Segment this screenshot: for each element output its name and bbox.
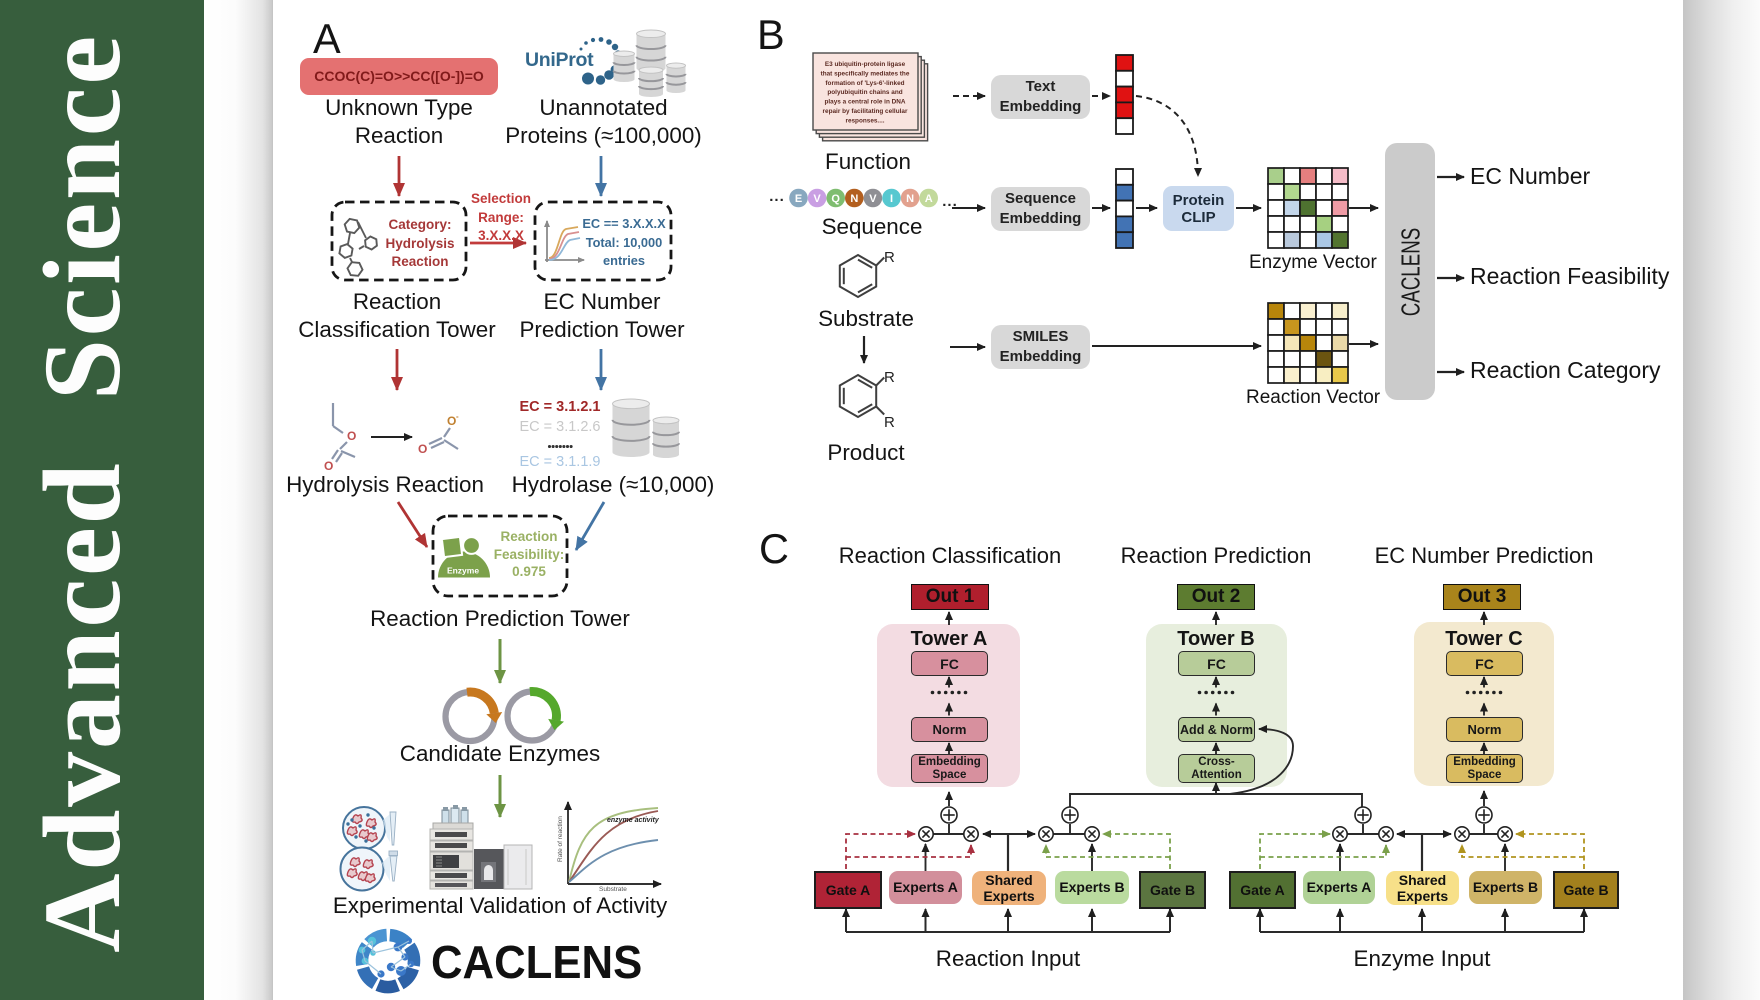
svg-text:O: O bbox=[347, 429, 356, 443]
svg-text:I: I bbox=[890, 193, 893, 205]
svg-text:A: A bbox=[925, 193, 933, 205]
svg-text:Substrate: Substrate bbox=[599, 886, 627, 893]
svg-text:Q: Q bbox=[831, 193, 840, 205]
svg-text:Rate of reaction: Rate of reaction bbox=[557, 816, 564, 862]
svg-text:Enzyme: Enzyme bbox=[447, 566, 479, 576]
svg-text:O: O bbox=[447, 414, 456, 428]
svg-text:formation of 'Lys-6'-linked: formation of 'Lys-6'-linked bbox=[825, 80, 904, 87]
svg-text:V: V bbox=[813, 193, 821, 205]
svg-text:N: N bbox=[850, 193, 858, 205]
svg-text:repair by facilitating cellula: repair by facilitating cellular bbox=[823, 108, 908, 115]
svg-text:enzyme activity: enzyme activity bbox=[607, 817, 660, 824]
svg-text:...: ... bbox=[942, 193, 958, 210]
svg-text:R: R bbox=[884, 414, 895, 431]
svg-text:...: ... bbox=[769, 188, 785, 205]
svg-text:O: O bbox=[418, 442, 427, 456]
svg-text:plays a central role in DNA: plays a central role in DNA bbox=[825, 99, 906, 106]
svg-text:E: E bbox=[795, 193, 802, 205]
svg-text:N: N bbox=[906, 193, 914, 205]
svg-text:E3 ubiquitin-protein ligase: E3 ubiquitin-protein ligase bbox=[825, 61, 906, 68]
svg-text:R: R bbox=[884, 369, 895, 386]
svg-text:V: V bbox=[869, 193, 877, 205]
svg-text:responses....: responses.... bbox=[845, 117, 884, 124]
svg-text:polyubiquitin chains and: polyubiquitin chains and bbox=[827, 89, 902, 96]
svg-text:that specifically mediates the: that specifically mediates the bbox=[821, 70, 910, 77]
svg-text:O: O bbox=[324, 459, 333, 473]
svg-text:-: - bbox=[456, 412, 459, 421]
svg-text:R: R bbox=[884, 249, 895, 266]
